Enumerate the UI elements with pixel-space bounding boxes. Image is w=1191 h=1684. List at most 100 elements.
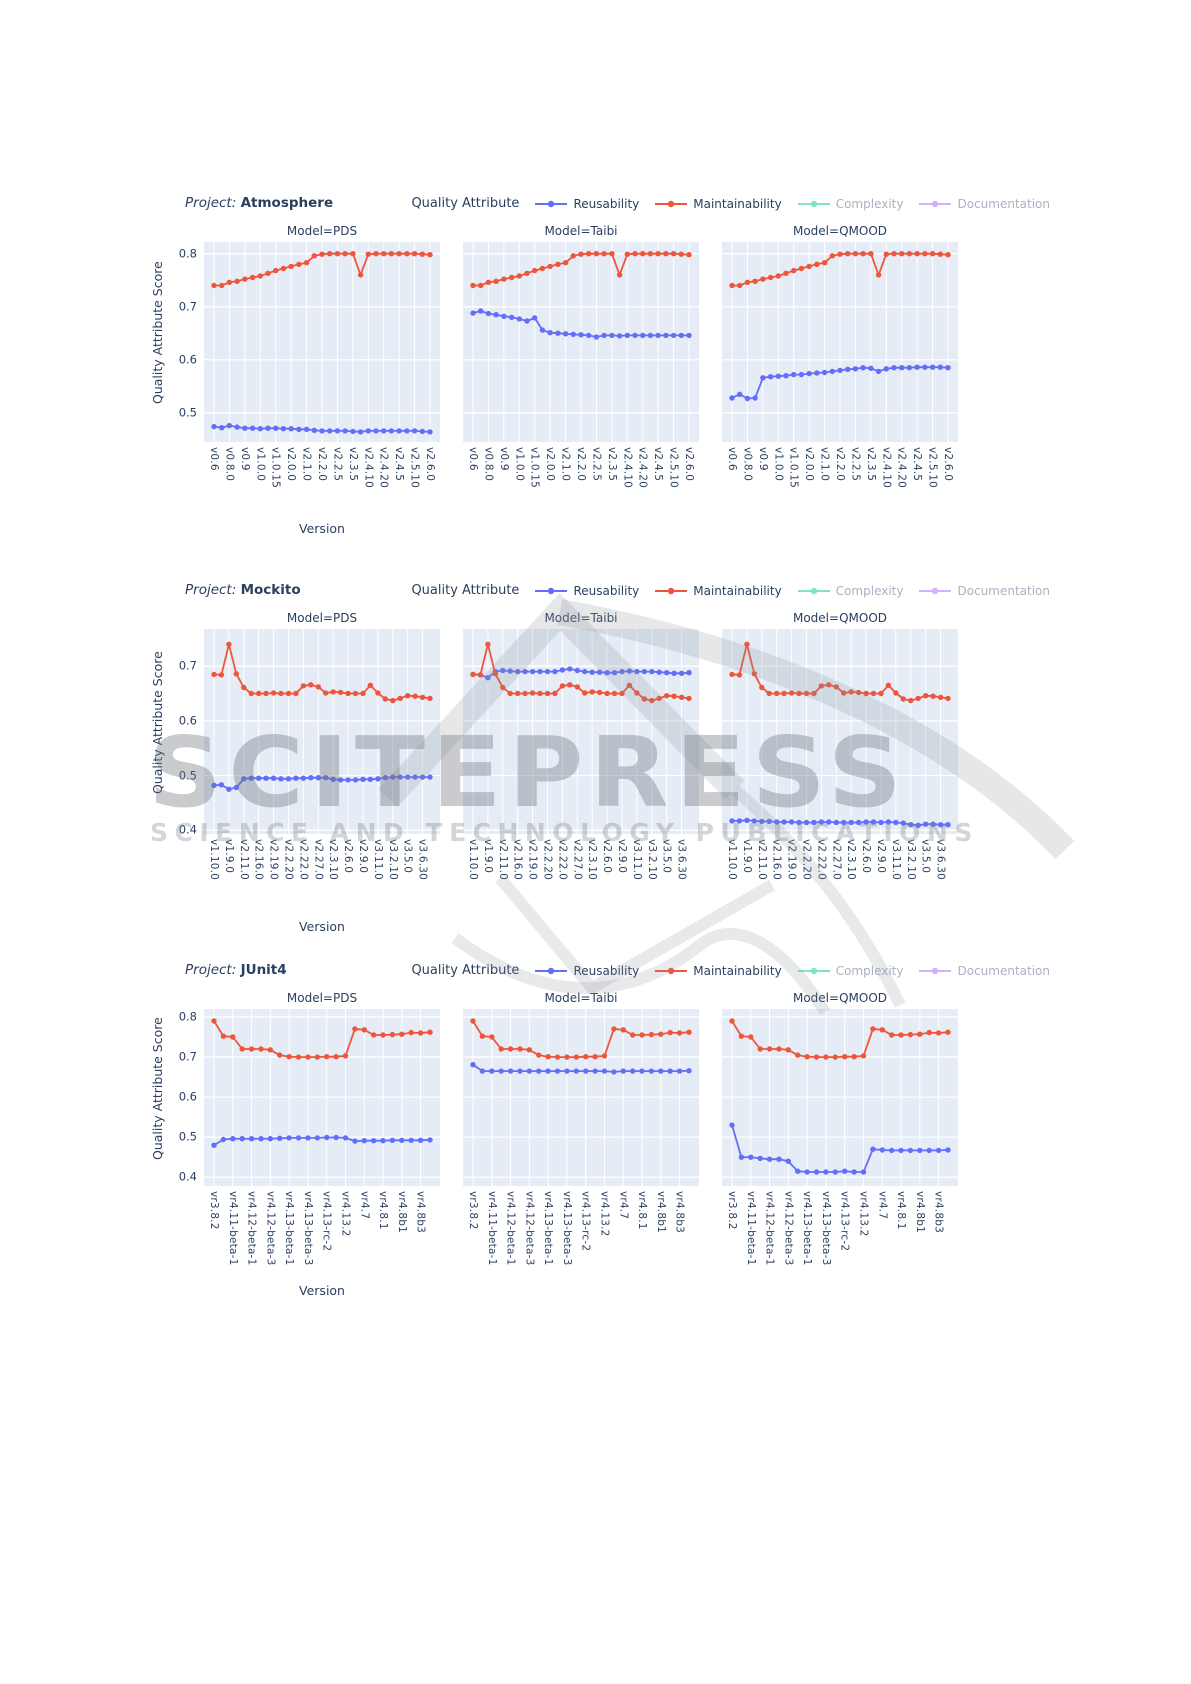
x-tick-label: v3.6.30 <box>934 839 947 881</box>
y-tick-label: 0.7 <box>178 299 197 314</box>
plot-area-qmood[interactable] <box>722 242 958 442</box>
figure-atmosphere: Project: Atmosphere Quality Attribute Re… <box>150 195 1050 536</box>
legend-item-maintainability[interactable]: Maintainability <box>654 584 782 598</box>
y-tick-label: 0.8 <box>178 245 197 260</box>
x-tick-label: v2.4.20 <box>636 447 649 489</box>
plot-area-pds[interactable] <box>204 1009 440 1186</box>
x-tick-label: vr4.12-beta-1 <box>504 1191 517 1266</box>
legend: Quality Attribute Reusability Maintainab… <box>411 963 1050 978</box>
x-tick-label: vr4.8b3 <box>414 1191 427 1233</box>
legend-item-documentation[interactable]: Documentation <box>918 964 1050 978</box>
x-tick-label: v2.4.5 <box>652 447 665 482</box>
x-tick-label: vr4.13-beta-1 <box>801 1191 814 1266</box>
y-tick-label: 0.5 <box>178 1129 197 1144</box>
x-tick-label: v1.10.0 <box>208 839 220 881</box>
x-tick-label: v2.27.0 <box>571 839 584 881</box>
panel-title-qmood: Model=QMOOD <box>792 991 887 1005</box>
x-tick-label: v2.3.5 <box>346 447 359 482</box>
y-tick-label: 0.4 <box>178 822 197 837</box>
legend-item-complexity[interactable]: Complexity <box>797 197 903 211</box>
x-tick-label: v3.2.10 <box>386 839 399 881</box>
x-axis-ticks: v1.10.0 v1.9.0 v2.11.0 v2.16.0 v2.19.0 v2.2.2… <box>722 834 958 918</box>
legend-title: Quality Attribute <box>411 963 520 978</box>
x-tick-label: v1.9.0 <box>481 839 494 874</box>
y-tick-label: 0.6 <box>178 1089 197 1104</box>
plot-area-qmood[interactable] <box>722 629 958 834</box>
x-tick-label: v2.1.0 <box>818 447 831 482</box>
x-tick-label: v2.2.5 <box>849 447 862 482</box>
maintainability-line-icon <box>655 967 688 974</box>
x-tick-label: v2.0.0 <box>803 447 816 482</box>
legend-item-documentation[interactable]: Documentation <box>918 584 1050 598</box>
figure-title: Project: Mockito <box>185 582 301 598</box>
legend: Quality Attribute Reusability Maintainab… <box>411 196 1050 211</box>
x-tick-label: vr4.13-rc-2 <box>320 1191 333 1252</box>
panel-title-taibi: Model=Taibi <box>544 991 618 1005</box>
x-tick-label: v3.6.30 <box>416 839 429 881</box>
plot-area-taibi[interactable] <box>463 242 699 442</box>
plot-area-taibi[interactable] <box>463 629 699 834</box>
x-tick-label: v2.19.0 <box>785 839 798 881</box>
legend-item-maintainability[interactable]: Maintainability <box>654 964 782 978</box>
legend-item-reusability[interactable]: Reusability <box>534 197 639 211</box>
legend-item-documentation[interactable]: Documentation <box>918 197 1050 211</box>
legend-item-maintainability[interactable]: Maintainability <box>654 197 782 211</box>
x-tick-label: v3.2.10 <box>904 839 917 881</box>
legend-item-reusability[interactable]: Reusability <box>534 584 639 598</box>
x-tick-label: v2.6.0 <box>342 839 355 874</box>
x-tick-label: v0.6 <box>726 447 738 471</box>
x-axis-title: Version <box>299 1283 345 1298</box>
x-tick-label: v2.9.0 <box>615 839 628 874</box>
x-tick-label: vr4.13.2 <box>857 1191 870 1237</box>
x-tick-label: v2.0.0 <box>285 447 298 482</box>
plot-area-pds[interactable] <box>204 242 440 442</box>
x-tick-label: v1.9.0 <box>740 839 753 874</box>
plot-area-pds[interactable] <box>204 629 440 834</box>
panel-title-qmood: Model=QMOOD <box>792 611 887 625</box>
plot-area-qmood[interactable] <box>722 1009 958 1186</box>
x-tick-label: v2.19.0 <box>526 839 539 881</box>
x-tick-label: v2.27.0 <box>312 839 325 881</box>
plot-area-taibi[interactable] <box>463 1009 699 1186</box>
documentation-line-icon <box>919 967 952 974</box>
x-tick-label: v1.9.0 <box>222 839 235 874</box>
y-tick-label: 0.6 <box>178 713 197 728</box>
panel-pds: Model=PDS v1.10.0 v1.9.0 v2.11.0 v2.16.0 v2.… <box>204 611 440 918</box>
x-tick-label: v0.9 <box>238 447 251 471</box>
y-tick-label: 0.4 <box>178 1169 197 1184</box>
x-tick-label: vr4.11-beta-1 <box>744 1191 757 1266</box>
x-tick-label: v1.0.15 <box>528 447 541 489</box>
x-tick-label: v2.16.0 <box>770 839 783 881</box>
x-tick-label: v3.5.0 <box>919 839 932 874</box>
x-axis-ticks: v0.6 v0.8.0 v0.9 v1.0.0 v1.0.15 v2.0.0 v2.1.0 v… <box>204 442 440 520</box>
legend-item-complexity[interactable]: Complexity <box>797 584 903 598</box>
project-name: Mockito <box>240 582 301 598</box>
x-tick-label: vr4.13-rc-2 <box>579 1191 592 1252</box>
x-tick-label: v3.11.0 <box>630 839 643 881</box>
x-tick-label: vr4.7 <box>876 1191 889 1220</box>
x-tick-label: v3.11.0 <box>371 839 384 881</box>
x-tick-label: vr4.8b1 <box>395 1191 408 1233</box>
x-tick-label: vr4.12-beta-1 <box>245 1191 258 1266</box>
x-tick-label: v2.2.20 <box>541 839 554 881</box>
y-tick-label: 0.7 <box>178 658 197 673</box>
x-axis-ticks: vr3.8.2 vr4.11-beta-1 vr4.12-beta-1 vr4.12-… <box>204 1186 440 1282</box>
x-tick-label: vr4.8.1 <box>636 1191 649 1230</box>
x-tick-label: vr4.13-beta-3 <box>819 1191 832 1266</box>
x-axis-ticks: v0.6 v0.8.0 v0.9 v1.0.0 v1.0.15 v2.0.0 v2.1.0 v… <box>722 442 958 520</box>
panel-qmood: Model=QMOOD v0.6 v0.8.0 v0.9 v1.0.0 v1.0.15 v… <box>722 224 958 520</box>
x-tick-label: v2.3.10 <box>327 839 340 881</box>
x-tick-label: v2.11.0 <box>496 839 509 881</box>
legend-item-complexity[interactable]: Complexity <box>797 964 903 978</box>
legend-title: Quality Attribute <box>411 583 520 598</box>
x-tick-label: v2.9.0 <box>874 839 887 874</box>
panel-title-taibi: Model=Taibi <box>544 224 618 238</box>
x-tick-label: vr4.8.1 <box>895 1191 908 1230</box>
x-tick-label: v1.10.0 <box>726 839 738 881</box>
legend-item-reusability[interactable]: Reusability <box>534 964 639 978</box>
y-axis-ticks: 0.5 0.6 0.7 0.8 <box>172 224 204 520</box>
documentation-line-icon <box>919 200 952 207</box>
x-tick-label: vr4.13.2 <box>598 1191 611 1237</box>
complexity-line-icon <box>797 587 830 594</box>
x-tick-label: v0.9 <box>756 447 769 471</box>
